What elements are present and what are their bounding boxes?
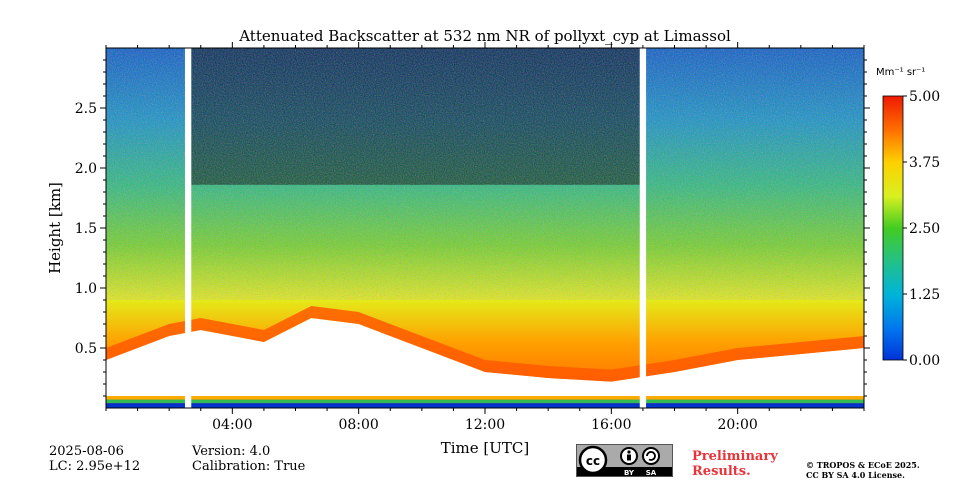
y-axis: 0.5 1.0 1.5 2.0 2.5	[75, 59, 870, 397]
preliminary-results-notice: Preliminary Results.	[692, 449, 778, 479]
footer-calibration: Calibration: True	[192, 459, 306, 474]
cc-license-badge: cc BY SA	[576, 444, 673, 477]
x-tick-label: 16:00	[591, 417, 631, 433]
y-tick-label: 1.0	[75, 281, 97, 297]
colorbar-tick-label: 1.25	[909, 287, 940, 303]
colorbar-tick-label: 0.00	[909, 353, 940, 369]
chart-title: Attenuated Backscatter at 532 nm NR of p…	[238, 27, 731, 45]
y-tick-label: 1.5	[75, 221, 97, 237]
colorbar-tick-label: 5.00	[909, 89, 940, 105]
footer-version-block: Version: 4.0 Calibration: True	[192, 444, 305, 474]
colorbar-tick-label: 3.75	[909, 155, 940, 171]
plot-area	[106, 48, 864, 408]
colorbar-gradient	[882, 95, 904, 361]
preliminary-line2: Results.	[692, 464, 751, 479]
x-tick-label: 20:00	[717, 417, 757, 433]
copyright-notice: © TROPOS & ECoE 2025. CC BY SA 4.0 Licen…	[806, 460, 920, 480]
cc-mark: cc	[586, 454, 600, 468]
ground-band-orange	[106, 396, 864, 400]
y-axis-label: Height [km]	[46, 182, 64, 274]
footer-date: 2025-08-06	[49, 444, 124, 459]
heatmap-speckle	[106, 48, 864, 300]
footer-left: 2025-08-06 LC: 2.95e+12	[49, 444, 140, 474]
data-gap-2	[639, 48, 647, 408]
cc-by-label: BY	[624, 469, 635, 476]
ground-band-blue	[106, 403, 864, 408]
data-gap-1	[184, 48, 192, 408]
x-axis: 04:00 08:00 12:00 16:00 20:00	[105, 42, 865, 433]
colorbar-unit-label: Mm⁻¹ sr⁻¹	[876, 67, 925, 78]
copyright-line2: CC BY SA 4.0 License.	[806, 470, 905, 480]
x-tick-label: 12:00	[465, 417, 505, 433]
sa-icon	[642, 447, 660, 465]
colorbar: Mm⁻¹ sr⁻¹ 0.00 1.25 2.50 3.75 5.00	[876, 67, 940, 369]
copyright-line1: © TROPOS & ECoE 2025.	[806, 460, 920, 470]
boundary-layer-top-band	[106, 306, 864, 382]
ground-band-green	[106, 399, 864, 404]
preliminary-line1: Preliminary	[692, 449, 778, 464]
cc-icon	[578, 445, 608, 475]
y-tick-label: 0.5	[75, 341, 97, 357]
near-field-region	[106, 318, 864, 399]
y-tick-label: 2.0	[75, 161, 97, 177]
x-tick-label: 04:00	[212, 417, 252, 433]
x-axis-label: Time [UTC]	[441, 439, 530, 457]
footer-version: Version: 4.0	[192, 444, 271, 459]
colorbar-tick-label: 2.50	[909, 221, 940, 237]
cc-sa-label: SA	[646, 469, 657, 476]
x-tick-label: 08:00	[338, 417, 378, 433]
footer-lc: LC: 2.95e+12	[49, 459, 141, 474]
y-tick-label: 2.5	[75, 101, 97, 117]
